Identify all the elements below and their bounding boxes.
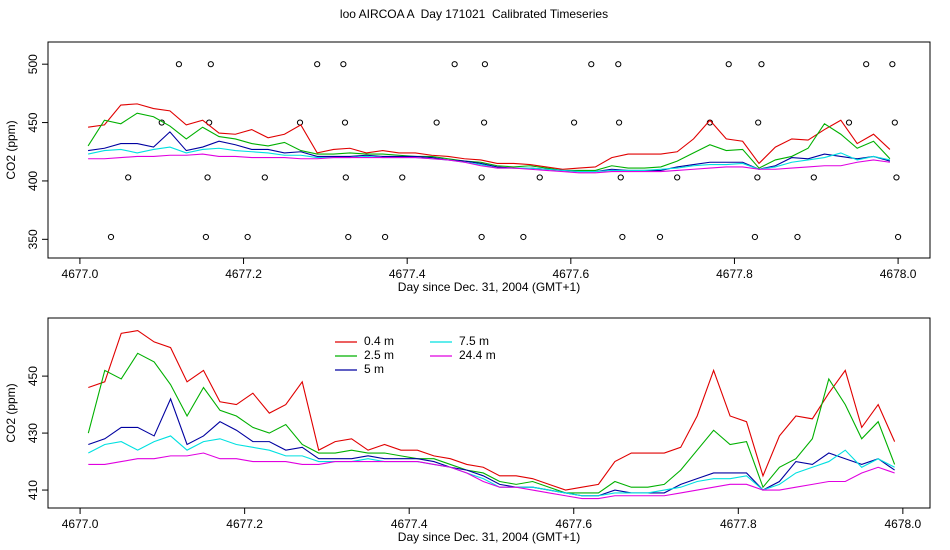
y-tick-label: 400 — [26, 171, 40, 191]
calibration-point — [588, 61, 595, 68]
x-tick-label: 4678.0 — [880, 267, 917, 281]
legend-label: 24.4 m — [459, 348, 496, 362]
legend-label: 2.5 m — [364, 348, 394, 362]
x-tick-label: 4677.4 — [391, 517, 428, 531]
calibration-point — [314, 61, 321, 68]
calibration-point — [478, 233, 485, 241]
y-axis-label: CO2 (ppm) — [4, 120, 18, 179]
calibration-point — [758, 61, 765, 68]
calibration-point — [520, 233, 527, 241]
calibration-point — [536, 174, 543, 181]
calibration-point — [674, 174, 681, 181]
y-tick-label: 500 — [26, 54, 40, 74]
calibration-point — [615, 119, 623, 126]
calibration-point — [433, 119, 440, 126]
calibration-point — [125, 174, 132, 181]
calibration-point — [845, 119, 853, 126]
calibration-point — [893, 174, 900, 181]
calibration-point — [751, 233, 759, 241]
calibration-point — [794, 233, 801, 241]
x-tick-label: 4677.8 — [720, 517, 757, 531]
calibration-point — [345, 233, 352, 241]
calibration-point — [480, 119, 488, 126]
data-line — [88, 435, 895, 497]
calibration-point — [619, 233, 626, 241]
calibration-point — [202, 233, 210, 241]
calibration-point — [261, 174, 268, 181]
x-tick-label: 4677.8 — [716, 267, 753, 281]
calibration-point — [755, 119, 762, 126]
calibration-point — [754, 174, 761, 181]
x-tick-label: 4678.0 — [884, 517, 921, 531]
calibration-point — [570, 119, 578, 126]
calibration-point — [341, 119, 349, 126]
x-tick-label: 4677.0 — [62, 517, 99, 531]
data-line — [87, 352, 896, 494]
y-tick-label: 450 — [26, 366, 40, 386]
data-line — [88, 153, 890, 174]
chart-title: loo AIRCOA A Day 171021 Calibrated Times… — [340, 7, 608, 21]
x-tick-label: 4677.2 — [225, 267, 262, 281]
legend-label: 5 m — [364, 362, 384, 376]
calibration-point — [481, 61, 489, 68]
plot-box — [47, 317, 931, 509]
plot-box — [47, 41, 931, 259]
calibration-point — [340, 61, 347, 68]
calibration-point — [889, 61, 896, 68]
calibration-point — [891, 119, 898, 126]
calibration-point — [107, 233, 115, 241]
calibration-point — [656, 233, 664, 241]
y-tick-label: 430 — [26, 423, 40, 443]
y-axis-label: CO2 (ppm) — [4, 383, 18, 442]
calibration-point — [810, 174, 817, 181]
x-axis-label: Day since Dec. 31, 2004 (GMT+1) — [398, 280, 580, 294]
calibration-point — [725, 61, 732, 68]
data-line — [88, 103, 891, 170]
legend-label: 7.5 m — [459, 334, 489, 348]
data-line — [88, 452, 895, 500]
calibration-point — [399, 174, 406, 181]
calibration-point — [207, 61, 214, 68]
y-tick-label: 350 — [26, 229, 40, 249]
y-tick-label: 450 — [26, 112, 40, 132]
legend-label: 0.4 m — [364, 334, 394, 348]
data-line — [87, 146, 891, 173]
calibration-point — [617, 174, 624, 181]
y-tick-label: 410 — [26, 480, 40, 500]
calibration-point — [175, 61, 183, 68]
calibration-point — [381, 233, 389, 241]
calibration-point — [244, 233, 251, 241]
calibration-point — [615, 61, 622, 68]
calibration-point — [451, 61, 458, 68]
calibration-point — [894, 233, 902, 241]
data-line — [87, 112, 891, 171]
calibration-point — [863, 61, 870, 68]
x-tick-label: 4677.2 — [226, 517, 263, 531]
x-tick-label: 4677.6 — [555, 517, 592, 531]
data-line — [88, 329, 896, 491]
calibration-point — [204, 174, 211, 181]
calibration-point — [478, 174, 485, 181]
calibration-point — [342, 174, 349, 181]
x-tick-label: 4677.0 — [62, 267, 99, 281]
x-tick-label: 4677.4 — [389, 267, 426, 281]
x-axis-label: Day since Dec. 31, 2004 (GMT+1) — [398, 530, 580, 544]
x-tick-label: 4677.6 — [552, 267, 589, 281]
